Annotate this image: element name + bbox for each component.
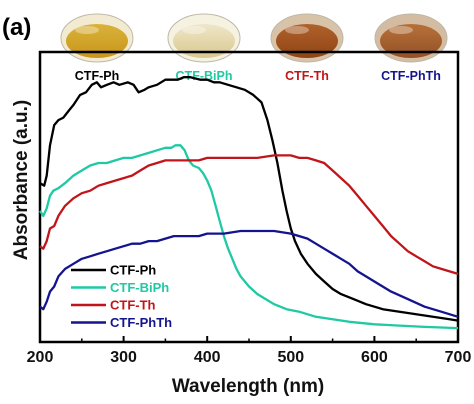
axes: 200 300 400 500 600 700 [27,50,472,366]
sample-highlight [285,26,309,34]
series-line-ctf-th [39,154,459,276]
x-tick-label: 200 [27,349,54,366]
series-line-ctf-biph [39,144,459,330]
sample-powder [66,24,128,58]
legend-label: CTF-BiPh [110,280,169,295]
legend: CTF-Ph CTF-BiPh CTF-Th CTF-PhTh [71,263,172,330]
sample-highlight [389,26,413,34]
x-tick-label: 300 [110,349,137,366]
legend-label: CTF-PhTh [110,315,172,330]
plot-frame [38,50,460,344]
y-axis-title: Absorbance (a.u.) [11,100,32,260]
x-tick-label: 400 [194,349,221,366]
series-line-ctf-phth [39,229,459,318]
x-axis-title: Wavelength (nm) [172,376,324,397]
sample-label: CTF-Th [285,69,329,83]
sample-label: CTF-PhTh [381,69,441,83]
sample-label: CTF-BiPh [176,69,233,83]
sample-label: CTF-Ph [75,69,119,83]
x-tick-label: 700 [445,349,472,366]
sample-photos: CTF-Ph CTF-BiPh CTF-Th CTF-PhTh [60,13,448,83]
series-lines [39,76,459,330]
legend-label: CTF-Th [110,298,156,313]
x-tick-label: 500 [277,349,304,366]
legend-label: CTF-Ph [110,263,156,278]
sample-powder [276,24,338,58]
sample-powder [173,24,235,58]
sample-powder [380,24,442,58]
sample-highlight [75,26,99,34]
panel-label: (a) [2,14,31,41]
x-tick-label: 600 [361,349,388,366]
sample-highlight [182,26,206,34]
series-line-ctf-ph [39,76,459,322]
